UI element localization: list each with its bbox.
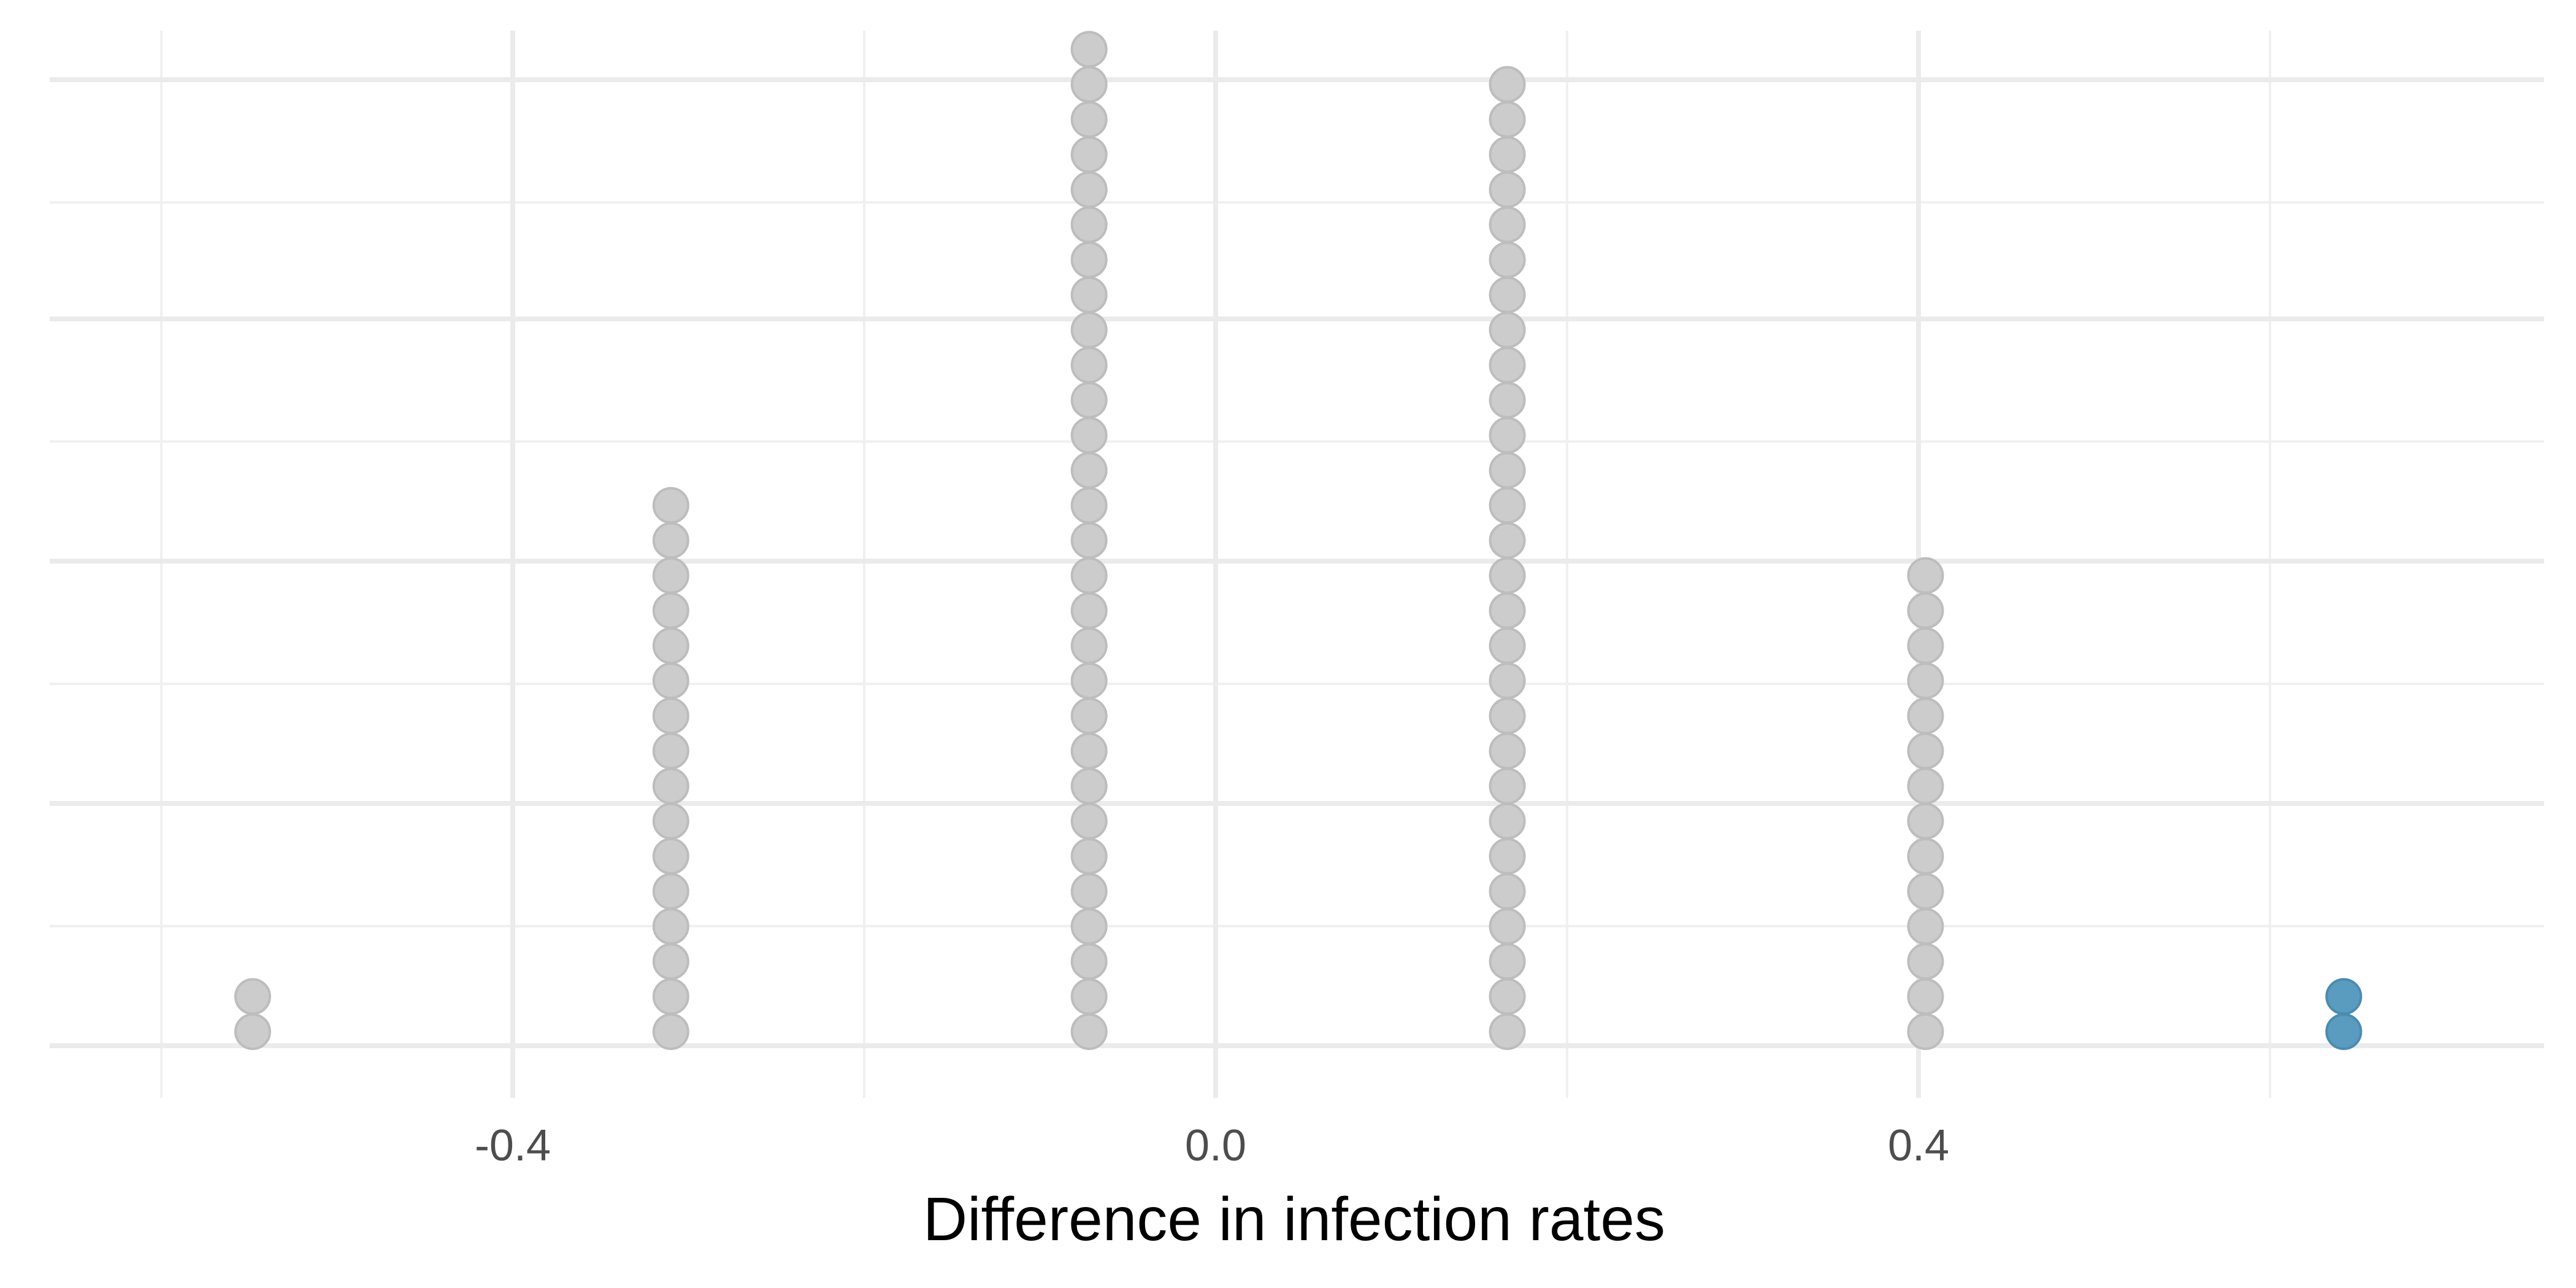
data-point — [652, 978, 689, 1015]
data-point — [1907, 662, 1944, 699]
data-point — [1489, 206, 1526, 243]
data-point — [1070, 522, 1108, 559]
data-point — [1907, 732, 1944, 770]
data-point — [1070, 101, 1108, 138]
data-point — [1489, 838, 1526, 875]
data-point — [652, 732, 689, 770]
data-point — [1070, 1013, 1108, 1050]
data-point — [652, 943, 689, 980]
data-point — [652, 697, 689, 735]
data-point — [234, 978, 271, 1015]
data-point — [1489, 697, 1526, 735]
data-point — [652, 592, 689, 629]
data-point — [1489, 66, 1526, 103]
data-point — [1070, 241, 1108, 278]
data-point — [1070, 416, 1108, 454]
data-point — [652, 838, 689, 875]
data-point — [1070, 767, 1108, 805]
data-point — [1907, 838, 1944, 875]
data-point — [1489, 767, 1526, 805]
data-point — [1070, 312, 1108, 348]
data-point — [1489, 416, 1526, 454]
data-point — [1907, 943, 1944, 980]
data-point — [652, 662, 689, 699]
data-point — [1907, 592, 1944, 629]
data-point — [652, 557, 689, 594]
data-point — [1070, 136, 1108, 173]
data-point — [1070, 592, 1108, 629]
data-point — [652, 1013, 689, 1050]
data-point — [652, 767, 689, 805]
data-point — [1070, 732, 1108, 770]
x-tick-labels: -0.4 0.0 0.4 — [475, 1121, 1949, 1170]
data-point — [1070, 381, 1108, 419]
data-point — [1070, 873, 1108, 910]
data-point — [1070, 802, 1108, 840]
data-point — [652, 487, 689, 524]
data-point — [652, 802, 689, 840]
data-point — [1070, 943, 1108, 980]
data-point — [1070, 627, 1108, 664]
data-point — [1489, 276, 1526, 313]
data-point — [2325, 1013, 2363, 1050]
data-point — [1907, 557, 1944, 594]
data-point — [1070, 347, 1108, 384]
data-point — [1489, 522, 1526, 559]
data-point — [1070, 206, 1108, 243]
data-point — [1070, 838, 1108, 875]
data-point — [234, 1013, 271, 1050]
x-tick-label: -0.4 — [475, 1121, 551, 1170]
x-axis-title: Difference in infection rates — [923, 1185, 1665, 1254]
data-point — [1489, 908, 1526, 945]
data-point — [1070, 487, 1108, 524]
grid — [50, 31, 2544, 1098]
data-point — [1489, 451, 1526, 489]
data-point — [1489, 241, 1526, 278]
data-point — [1070, 31, 1108, 68]
data-point — [1907, 802, 1944, 840]
data-point — [1489, 136, 1526, 173]
data-point — [2325, 978, 2363, 1015]
data-point — [1070, 66, 1108, 103]
data-point — [652, 627, 689, 664]
data-point — [1070, 276, 1108, 313]
data-point — [1070, 171, 1108, 209]
data-point — [1907, 767, 1944, 805]
data-point — [1489, 732, 1526, 770]
data-point — [652, 522, 689, 559]
data-point — [1489, 381, 1526, 419]
data-point — [1489, 557, 1526, 594]
data-point — [1907, 697, 1944, 735]
data-point — [1489, 978, 1526, 1015]
x-tick-label: 0.0 — [1185, 1121, 1246, 1170]
data-point — [652, 873, 689, 910]
data-point — [1489, 101, 1526, 138]
data-point — [1070, 662, 1108, 699]
data-point — [1070, 557, 1108, 594]
data-point — [1489, 802, 1526, 840]
data-point — [1489, 627, 1526, 664]
data-point — [1489, 487, 1526, 524]
data-point — [1489, 873, 1526, 910]
data-point — [1070, 978, 1108, 1015]
data-point — [1489, 662, 1526, 699]
data-point — [1907, 908, 1944, 945]
data-point — [1907, 627, 1944, 664]
data-point — [1070, 697, 1108, 735]
data-point — [1489, 592, 1526, 629]
dots — [234, 31, 2363, 1050]
data-point — [1489, 347, 1526, 384]
data-point — [1070, 451, 1108, 489]
data-point — [652, 908, 689, 945]
data-point — [1907, 978, 1944, 1015]
data-point — [1907, 1013, 1944, 1050]
data-point — [1489, 312, 1526, 348]
data-point — [1489, 171, 1526, 209]
data-point — [1489, 1013, 1526, 1050]
data-point — [1070, 908, 1108, 945]
data-point — [1907, 873, 1944, 910]
data-point — [1489, 943, 1526, 980]
x-tick-label: 0.4 — [1888, 1121, 1949, 1170]
